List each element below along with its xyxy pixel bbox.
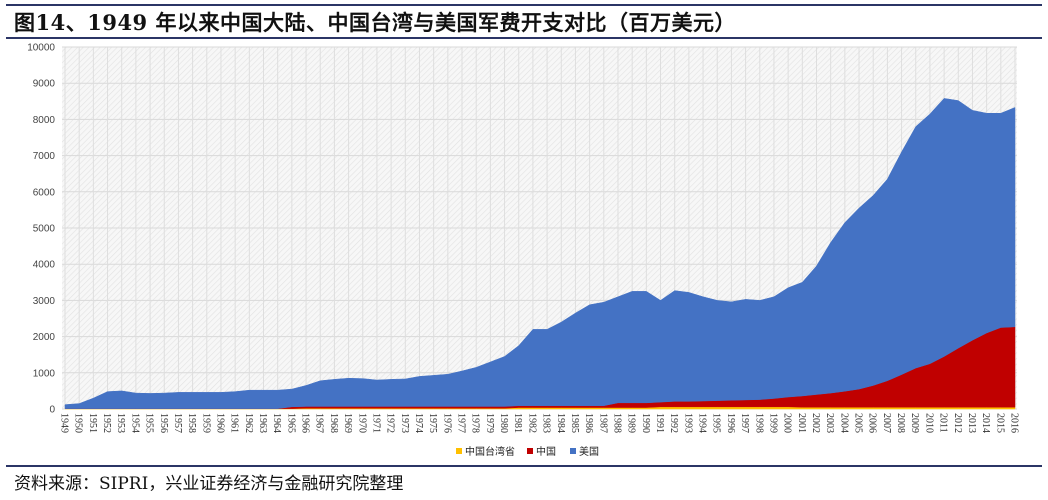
legend-swatch [570,448,576,454]
x-tick-label: 2014 [980,413,991,433]
x-tick-label: 1998 [753,413,764,433]
y-tick-label: 7000 [33,151,56,162]
x-tick-label: 2011 [938,413,949,433]
x-tick-label: 1953 [115,413,126,433]
x-tick-label: 1963 [257,413,268,433]
x-tick-label: 1986 [583,413,594,433]
x-tick-label: 1957 [172,413,183,433]
x-tick-label: 1996 [725,413,736,433]
x-tick-label: 1965 [285,413,296,433]
x-tick-label: 1951 [87,413,98,433]
x-tick-label: 1980 [498,413,509,433]
title-rule [6,37,1042,39]
y-tick-label: 6000 [33,187,56,198]
source-rule [6,465,1042,467]
y-tick-label: 5000 [33,224,56,235]
legend-item: 中国 [527,445,556,458]
x-tick-label: 1962 [243,413,254,433]
x-tick-label: 2005 [853,413,864,433]
x-tick-label: 2007 [881,413,892,433]
x-tick-label: 1967 [314,413,325,433]
x-tick-label: 1966 [300,413,311,433]
y-tick-label: 4000 [33,260,56,271]
x-tick-label: 1950 [73,413,84,433]
x-tick-label: 1993 [682,413,693,433]
x-tick-label: 1997 [739,413,750,433]
top-rule [6,4,1042,6]
x-tick-label: 1958 [186,413,197,433]
y-tick-label: 2000 [33,332,56,343]
y-tick-label: 8000 [33,115,56,126]
x-tick-label: 1960 [214,413,225,433]
x-tick-label: 1976 [441,413,452,433]
x-tick-label: 1964 [271,413,282,433]
x-tick-label: 1984 [555,413,566,433]
x-tick-label: 2000 [782,413,793,433]
x-tick-label: 2015 [994,413,1005,433]
x-tick-label: 1972 [385,413,396,433]
x-tick-label: 2006 [867,413,878,433]
figure-title: 图14、1949 年以来中国大陆、中国台湾与美国军费开支对比（百万美元） [14,10,736,35]
area-series-2 [64,98,1016,409]
x-tick-label: 1978 [470,413,481,433]
x-tick-label: 1973 [399,413,410,433]
x-tick-label: 1985 [569,413,580,433]
x-tick-label: 2009 [909,413,920,433]
y-tick-label: 0 [49,405,55,416]
x-tick-label: 1952 [101,413,112,433]
x-tick-label: 1989 [626,413,637,433]
y-tick-label: 3000 [33,296,56,307]
x-tick-label: 1949 [59,413,70,433]
x-tick-label: 2002 [810,413,821,433]
legend-label: 中国台湾省 [465,445,515,458]
x-tick-label: 2012 [952,413,963,433]
x-tick-label: 2004 [838,413,849,433]
x-tick-label: 1981 [512,413,523,433]
x-tick-label: 1969 [342,413,353,433]
y-tick-label: 10000 [27,43,55,54]
x-tick-label: 1968 [328,413,339,433]
y-tick-label: 1000 [33,368,56,379]
legend-label: 中国 [536,445,556,458]
x-tick-label: 2001 [796,413,807,433]
stacked-area-chart: 0 1000 2000 3000 4000 5000 6000 7000 8000 9000 100… [27,43,1020,459]
legend-label: 美国 [579,445,599,458]
x-tick-label: 1994 [697,413,708,433]
x-tick-label: 1955 [144,413,155,433]
x-tick-label: 1983 [541,413,552,433]
x-tick-label: 1971 [370,413,381,433]
x-tick-label: 1956 [158,413,169,433]
source-note: 资料来源：SIPRI，兴业证券经济与金融研究院整理 [14,474,404,494]
y-tick-label: 9000 [33,79,56,90]
x-tick-label: 1961 [229,413,240,433]
x-tick-label: 1999 [767,413,778,433]
x-tick-label: 1990 [640,413,651,433]
x-tick-label: 2003 [824,413,835,433]
x-tick-label: 1988 [611,413,622,433]
legend-swatch [527,448,533,454]
x-tick-label: 1975 [427,413,438,433]
x-tick-label: 1979 [484,413,495,433]
x-tick-label: 1974 [413,413,424,433]
x-tick-label: 1987 [597,413,608,433]
x-tick-label: 2008 [895,413,906,433]
x-tick-label: 2010 [923,413,934,433]
x-tick-label: 2016 [1009,413,1020,433]
legend-item: 中国台湾省 [456,445,515,458]
x-tick-label: 1977 [456,413,467,433]
x-tick-label: 1959 [200,413,211,433]
legend-swatch [456,448,462,454]
x-tick-label: 1970 [356,413,367,433]
x-tick-label: 2013 [966,413,977,433]
legend-item: 美国 [570,445,599,458]
x-tick-label: 1992 [668,413,679,433]
x-tick-label: 1991 [654,413,665,433]
x-tick-label: 1954 [129,413,140,433]
x-tick-label: 1995 [711,413,722,433]
x-tick-label: 1982 [526,413,537,433]
